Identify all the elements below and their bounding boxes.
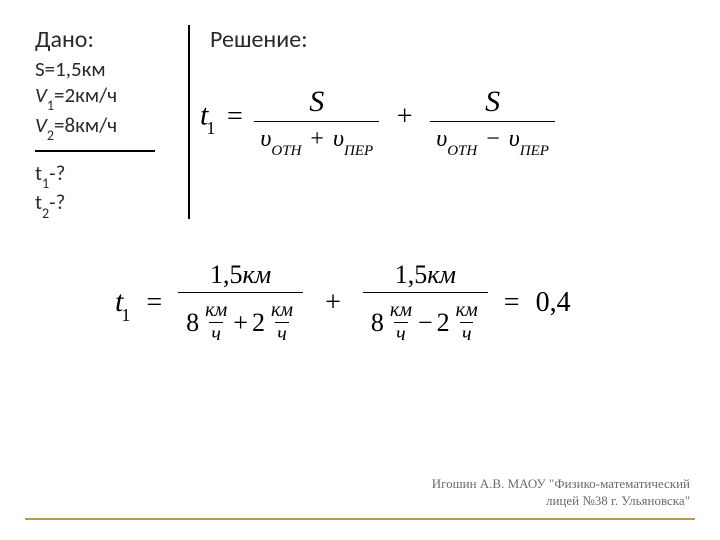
- t2-val: -?: [49, 189, 65, 215]
- v2-symbol: V: [35, 112, 47, 138]
- f2-lhs-sub: 1: [121, 305, 130, 325]
- f2-frac1: 1,5км 8 км ч + 2 км ч: [178, 260, 303, 346]
- f2-d2-ub2: ч: [460, 322, 474, 346]
- f2-result: 0,4: [536, 287, 571, 319]
- f1-eq: =: [227, 101, 243, 132]
- f2-d1-ut2: км: [269, 299, 295, 322]
- f1-d2-op: −: [486, 126, 500, 152]
- v1-val: =2км/ч: [54, 82, 117, 108]
- f2-plus: +: [325, 287, 341, 319]
- v2-val: =8км/ч: [54, 112, 117, 138]
- f1-frac1: S υОТН + υПЕР: [254, 85, 379, 157]
- f1-d2-s1: ОТН: [447, 143, 477, 159]
- f1-plus: +: [397, 101, 413, 132]
- footer-credit: Игошин А.В. МАОУ "Физико-математический …: [432, 476, 690, 510]
- f1-d2-v1: υ: [436, 126, 447, 152]
- f1-num1: S: [309, 85, 324, 118]
- f2-d1-op: +: [233, 308, 248, 338]
- f1-d1-op: +: [310, 126, 324, 152]
- formula-symbolic: t1 = S υОТН + υПЕР + S υОТН − υПЕР: [200, 85, 555, 157]
- footer-line2: лицей №38 г. Ульяновска": [432, 493, 690, 510]
- f2-num2: 1,5: [395, 260, 428, 289]
- f1-d2-v2: υ: [509, 126, 520, 152]
- f2-d2-unit1: км ч: [388, 299, 414, 346]
- footer-line1: Игошин А.В. МАОУ "Физико-математический: [432, 476, 690, 493]
- f2-d1-unit1: км ч: [203, 299, 229, 346]
- f1-d1-v1: υ: [260, 126, 271, 152]
- given-v1: V1=2км/ч: [35, 82, 178, 112]
- given-title: Дано:: [35, 25, 178, 54]
- f2-d2-op: −: [418, 308, 433, 338]
- f2-d1-unit2: км ч: [269, 299, 295, 346]
- f2-result-eq: =: [504, 287, 520, 319]
- v1-sub: 1: [47, 97, 54, 114]
- f1-d1-v2: υ: [333, 126, 344, 152]
- t1-sub: 1: [42, 175, 49, 192]
- f1-d2-s2: ПЕР: [520, 143, 549, 159]
- f2-d1-n1: 8: [186, 308, 199, 338]
- given-v2: V2=8км/ч: [35, 112, 178, 142]
- f2-num1-unit: км: [242, 260, 271, 289]
- given-t1: t1-?: [35, 160, 178, 190]
- t1-symbol: t: [35, 160, 42, 186]
- f1-frac2: S υОТН − υПЕР: [430, 85, 555, 157]
- f2-d2-ub1: ч: [394, 322, 408, 346]
- f2-d2-unit2: км ч: [454, 299, 480, 346]
- f1-lhs-sub: 1: [206, 118, 215, 138]
- f2-d1-ub1: ч: [209, 322, 223, 346]
- t2-symbol: t: [35, 189, 42, 215]
- footer-rule: [25, 518, 695, 520]
- f2-d1-ub2: ч: [275, 322, 289, 346]
- given-t2: t2-?: [35, 189, 178, 219]
- f2-d1-n2: 2: [252, 308, 265, 338]
- t1-val: -?: [49, 160, 65, 186]
- solution-title: Решение:: [210, 25, 685, 54]
- f2-d2-ut1: км: [388, 299, 414, 322]
- v1-symbol: V: [35, 82, 47, 108]
- formula-numeric: t1 = 1,5км 8 км ч + 2 км ч + 1,5км 8 к: [115, 260, 571, 346]
- f1-d1-s1: ОТН: [271, 143, 301, 159]
- v2-sub: 2: [47, 127, 54, 144]
- given-block: Дано: S=1,5км V1=2км/ч V2=8км/ч t1-? t2-…: [35, 25, 190, 219]
- f2-num2-unit: км: [427, 260, 456, 289]
- given-divider: [35, 150, 155, 152]
- t2-sub: 2: [42, 205, 49, 222]
- f2-d2-n2: 2: [437, 308, 450, 338]
- f2-d2-ut2: км: [454, 299, 480, 322]
- f1-d1-s2: ПЕР: [344, 143, 373, 159]
- f2-eq: =: [146, 287, 162, 319]
- given-s: S=1,5км: [35, 56, 178, 82]
- f2-d1-ut1: км: [203, 299, 229, 322]
- f2-frac2: 1,5км 8 км ч − 2 км ч: [363, 260, 488, 346]
- f1-num2: S: [485, 85, 500, 118]
- f2-num1: 1,5: [210, 260, 243, 289]
- f2-d2-n1: 8: [371, 308, 384, 338]
